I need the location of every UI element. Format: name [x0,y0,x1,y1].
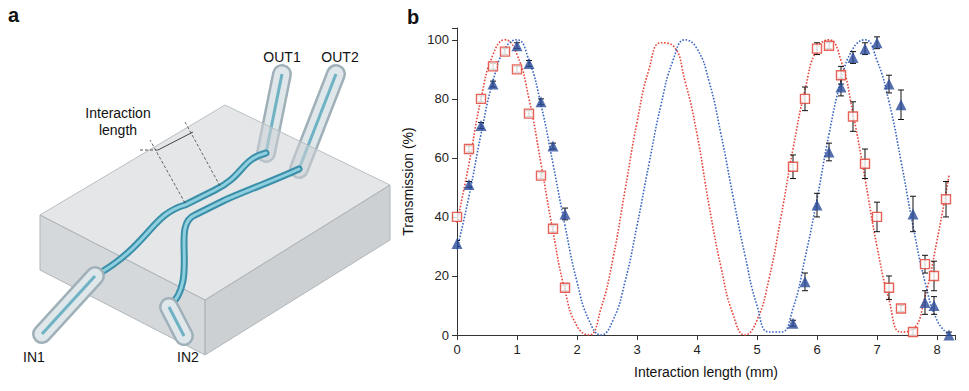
svg-text:80: 80 [435,91,449,106]
svg-text:6: 6 [813,342,820,357]
svg-text:3: 3 [633,342,640,357]
svg-text:0: 0 [442,328,449,343]
svg-text:a: a [8,4,20,26]
svg-text:5: 5 [753,342,760,357]
svg-text:b: b [407,6,419,28]
svg-text:8: 8 [933,342,940,357]
svg-text:7: 7 [873,342,880,357]
svg-text:1: 1 [513,342,520,357]
svg-text:4: 4 [693,342,700,357]
svg-text:40: 40 [435,209,449,224]
svg-text:0: 0 [453,342,460,357]
svg-text:IN2: IN2 [177,349,199,365]
svg-text:20: 20 [435,268,449,283]
svg-text:Interactionlength: Interactionlength [85,105,150,138]
svg-text:100: 100 [427,32,449,47]
svg-text:OUT1: OUT1 [263,49,301,65]
svg-text:60: 60 [435,150,449,165]
svg-text:OUT2: OUT2 [321,49,359,65]
svg-text:IN1: IN1 [23,349,45,365]
svg-text:2: 2 [573,342,580,357]
svg-text:Transmission (%): Transmission (%) [400,127,416,235]
svg-text:Interaction length (mm): Interaction length (mm) [634,364,778,380]
